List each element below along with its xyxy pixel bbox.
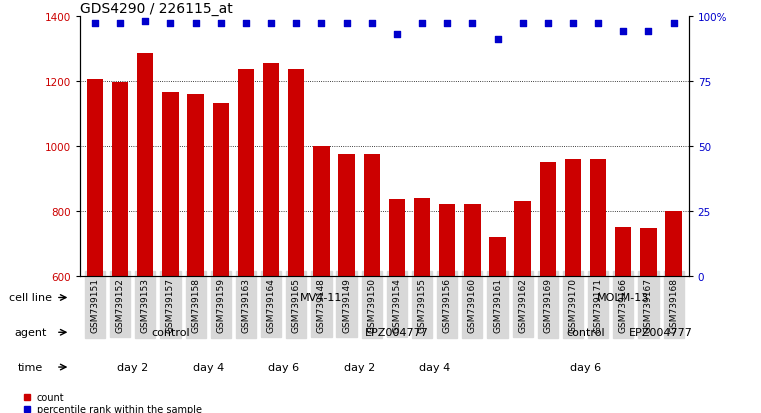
- Point: [617, 29, 629, 36]
- Bar: [162, 93, 179, 276]
- Bar: [640, 229, 657, 276]
- Bar: [263, 64, 279, 276]
- Bar: [489, 237, 506, 276]
- Text: MOLM-13: MOLM-13: [597, 293, 649, 303]
- Bar: [288, 70, 304, 276]
- Text: EPZ004777: EPZ004777: [629, 328, 693, 337]
- Text: day 2: day 2: [117, 362, 148, 372]
- Text: day 2: day 2: [343, 362, 374, 372]
- Text: MV4-11: MV4-11: [301, 293, 342, 303]
- Bar: [615, 227, 632, 276]
- Point: [517, 21, 529, 28]
- Bar: [137, 54, 154, 276]
- Point: [416, 21, 428, 28]
- Text: day 4: day 4: [419, 362, 451, 372]
- Point: [567, 21, 579, 28]
- Point: [391, 31, 403, 38]
- Point: [265, 21, 277, 28]
- Text: control: control: [566, 328, 605, 337]
- Point: [667, 21, 680, 28]
- Point: [466, 21, 479, 28]
- Text: control: control: [151, 328, 189, 337]
- Text: day 6: day 6: [268, 362, 299, 372]
- Bar: [590, 159, 607, 276]
- Point: [89, 21, 101, 28]
- Text: count: count: [37, 392, 64, 402]
- Point: [114, 21, 126, 28]
- Point: [240, 21, 252, 28]
- Bar: [339, 154, 355, 276]
- Bar: [212, 104, 229, 276]
- Point: [189, 21, 202, 28]
- Text: GDS4290 / 226115_at: GDS4290 / 226115_at: [80, 2, 233, 16]
- Bar: [665, 211, 682, 276]
- Point: [365, 21, 377, 28]
- Bar: [540, 162, 556, 276]
- Bar: [364, 154, 380, 276]
- Point: [642, 29, 654, 36]
- Point: [492, 37, 504, 43]
- Text: day 6: day 6: [570, 362, 601, 372]
- Point: [441, 21, 454, 28]
- Bar: [439, 204, 455, 276]
- Bar: [112, 83, 129, 276]
- Bar: [87, 80, 103, 276]
- Bar: [414, 198, 430, 276]
- Bar: [565, 159, 581, 276]
- Bar: [314, 146, 330, 276]
- Point: [315, 21, 327, 28]
- Text: day 4: day 4: [193, 362, 224, 372]
- Text: EPZ004777: EPZ004777: [365, 328, 428, 337]
- Point: [139, 19, 151, 25]
- Bar: [187, 94, 204, 276]
- Bar: [464, 204, 480, 276]
- Point: [340, 21, 352, 28]
- Point: [542, 21, 554, 28]
- Bar: [237, 70, 254, 276]
- Text: percentile rank within the sample: percentile rank within the sample: [37, 404, 202, 413]
- Point: [290, 21, 302, 28]
- Bar: [389, 200, 405, 276]
- Text: agent: agent: [14, 328, 46, 337]
- Text: time: time: [18, 362, 43, 372]
- Point: [164, 21, 177, 28]
- Bar: [514, 201, 531, 276]
- Text: cell line: cell line: [9, 293, 52, 303]
- Point: [215, 21, 227, 28]
- Point: [592, 21, 604, 28]
